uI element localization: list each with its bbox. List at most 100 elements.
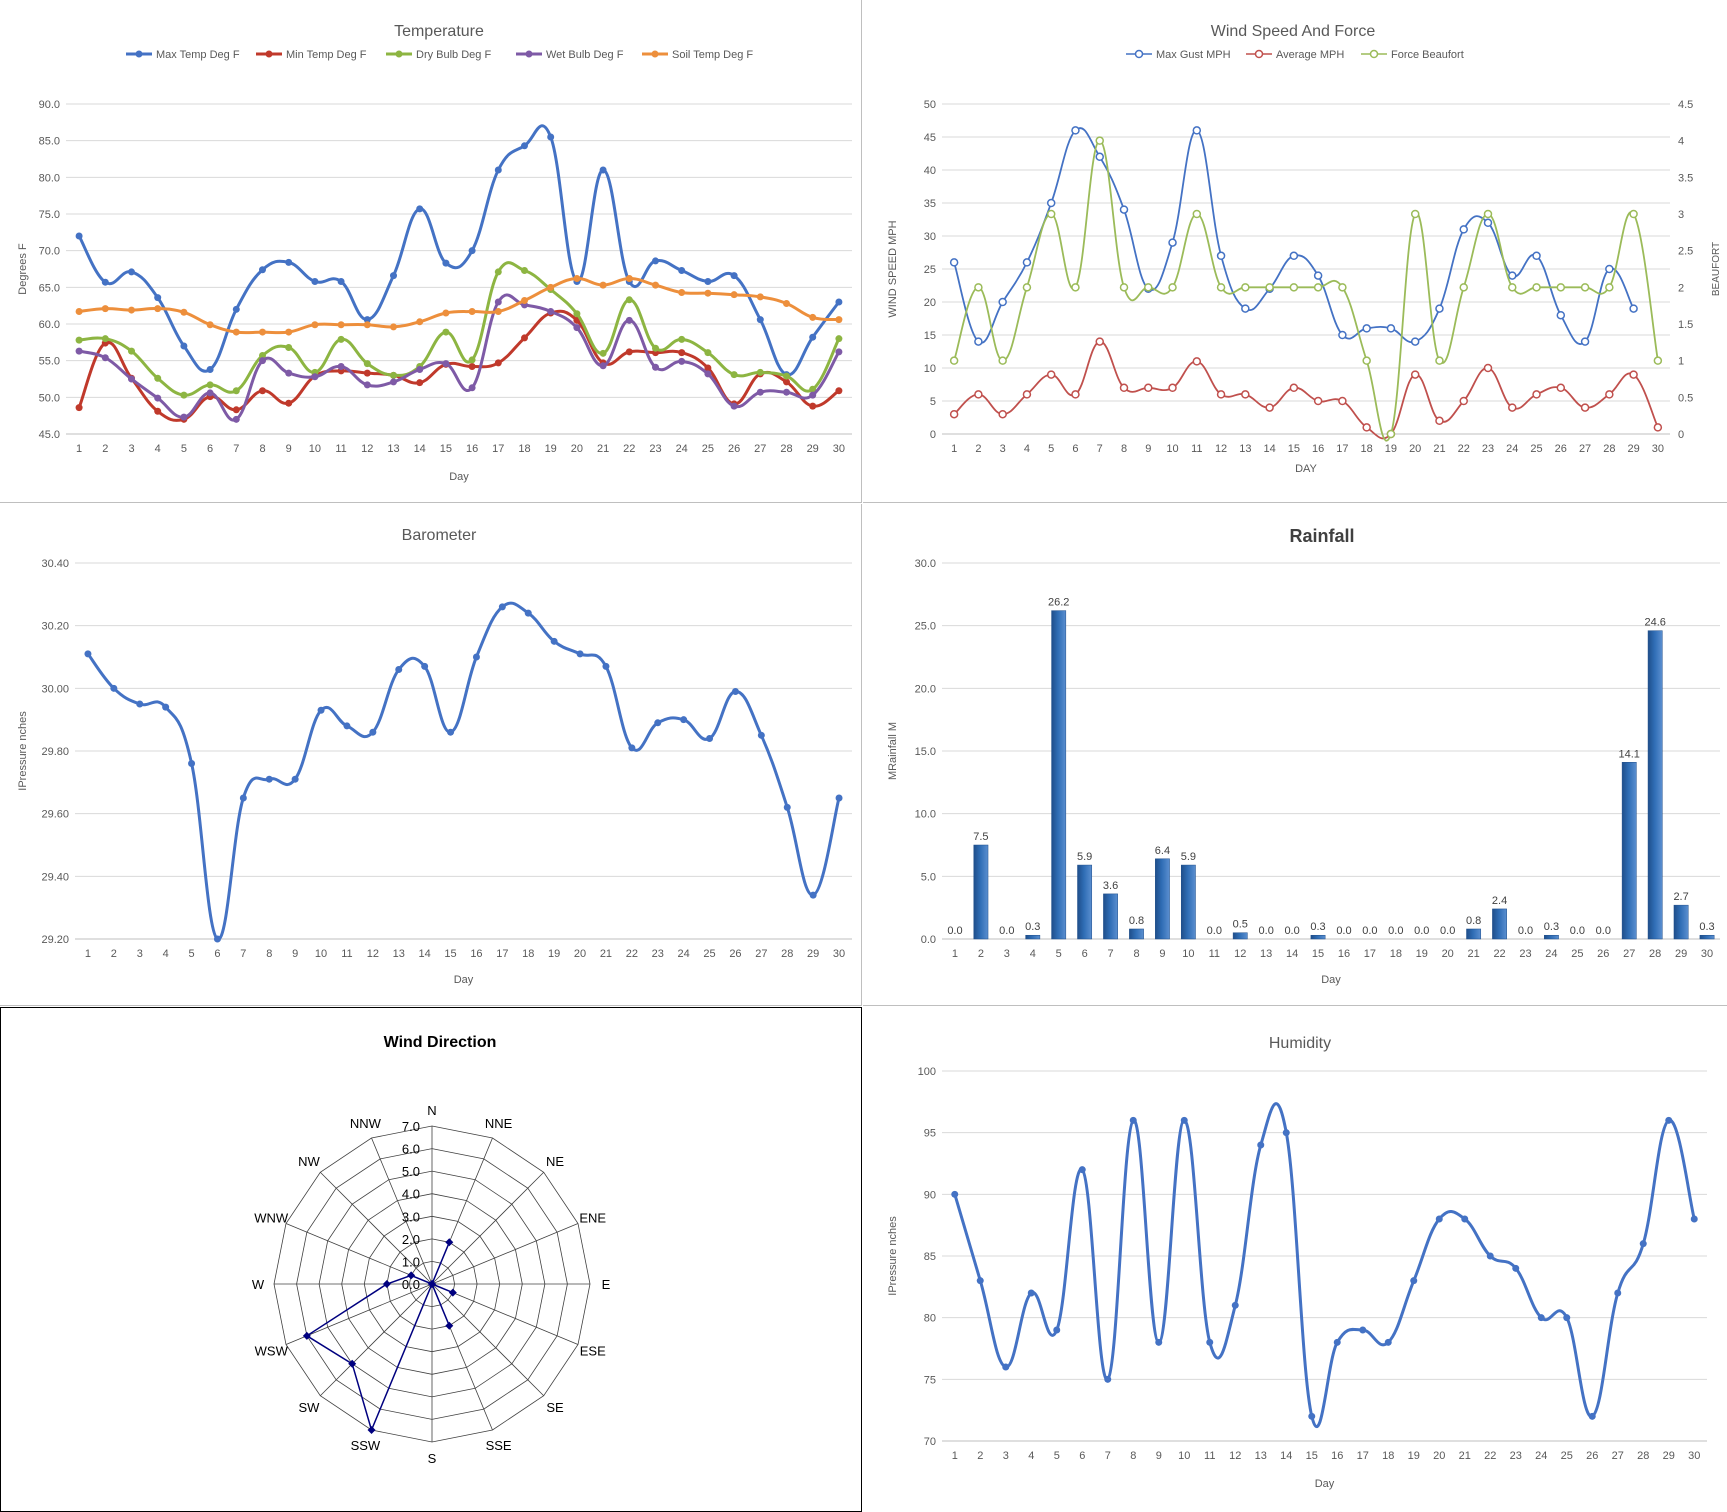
data-point — [494, 359, 502, 367]
y-tick-label: 45 — [924, 132, 936, 144]
data-point — [445, 1238, 454, 1247]
x-tick-label: 14 — [1263, 443, 1275, 455]
category-label: SW — [298, 1400, 320, 1415]
bar — [1155, 858, 1170, 940]
x-tick-label: 20 — [1433, 1450, 1445, 1462]
y-tick-label: 90 — [924, 1189, 936, 1201]
data-point — [1206, 1338, 1214, 1346]
x-tick-label: 12 — [1234, 948, 1246, 960]
x-tick-label: 9 — [286, 443, 292, 455]
data-point — [232, 415, 240, 423]
x-tick-label: 19 — [1385, 443, 1397, 455]
x-tick-label: 13 — [1239, 443, 1251, 455]
y-axis-label: Degrees F — [17, 243, 29, 295]
y2-tick-label: 2.5 — [1678, 246, 1693, 258]
temperature-chart: 45.0 50.0 55.0 60.0 65.0 70.0 75.0 80.0 85.0 90.0… — [17, 23, 852, 483]
data-point — [1605, 390, 1614, 399]
data-point — [1486, 1252, 1494, 1260]
x-tick-label: 15 — [1312, 948, 1324, 960]
data-point — [468, 384, 476, 392]
data-point — [974, 337, 983, 346]
data-point — [756, 368, 764, 376]
radial-tick-label: 1.0 — [402, 1254, 420, 1269]
radar-spoke — [431, 1171, 545, 1285]
series-line-0 — [86, 601, 841, 941]
x-tick-label: 2 — [111, 948, 117, 960]
barometer-chart-panel: 29.20 29.40 29.60 29.80 30.00 30.20 30.40 1 2 3 4 5… — [0, 504, 862, 1006]
data-point — [363, 369, 371, 377]
data-point — [1027, 1289, 1035, 1297]
data-point — [1556, 310, 1566, 320]
x-tick-label: 23 — [652, 948, 664, 960]
y-tick-label: 10 — [924, 363, 936, 375]
data-point — [1629, 304, 1638, 313]
data-point — [1532, 251, 1541, 261]
y-tick-label: 30.00 — [41, 683, 69, 695]
data-point — [730, 402, 738, 410]
data-point — [1257, 1141, 1265, 1149]
y-axis-label: IPressure nches — [887, 1216, 899, 1296]
data-point — [1435, 356, 1444, 365]
category-label: NNW — [350, 1116, 382, 1131]
data-point — [75, 336, 83, 344]
data-point — [783, 803, 791, 811]
y2-tick-label: 0.5 — [1678, 392, 1693, 404]
data-point — [731, 687, 739, 695]
data-point — [1119, 383, 1129, 393]
data-point — [976, 1277, 984, 1285]
data-point — [1216, 283, 1226, 292]
data-point — [1180, 1116, 1188, 1124]
x-tick-label: 29 — [1675, 948, 1687, 960]
x-tick-label: 11 — [1209, 948, 1220, 960]
radial-tick-label: 6.0 — [402, 1142, 420, 1157]
legend-marker — [265, 50, 273, 58]
x-tick-label: 20 — [1409, 443, 1421, 455]
data-point — [1241, 304, 1250, 313]
data-point — [367, 1425, 376, 1434]
data-label: 0.3 — [1025, 921, 1040, 933]
data-point — [442, 309, 450, 317]
radial-tick-label: 0.0 — [402, 1277, 420, 1292]
data-point — [1629, 209, 1638, 219]
data-point — [468, 363, 476, 371]
data-point — [1461, 1215, 1469, 1223]
x-tick-label: 2 — [975, 443, 981, 455]
data-point — [1580, 283, 1590, 292]
data-label: 0.3 — [1310, 921, 1325, 933]
y2-tick-label: 1 — [1678, 356, 1684, 368]
x-tick-label: 7 — [1097, 443, 1103, 455]
data-point — [547, 133, 555, 141]
radial-tick-label: 3.0 — [402, 1209, 420, 1224]
data-point — [1605, 264, 1614, 274]
data-point — [521, 142, 528, 150]
x-tick-label: 25 — [703, 948, 715, 960]
data-point — [494, 268, 502, 276]
bar — [1103, 893, 1118, 940]
data-point — [835, 794, 843, 802]
data-point — [1155, 1338, 1163, 1346]
x-tick-label: 26 — [1586, 1450, 1598, 1462]
data-point — [363, 316, 371, 324]
y-tick-label: 30 — [924, 231, 936, 243]
data-point — [101, 354, 109, 362]
y-tick-label: 70.0 — [39, 246, 60, 258]
y-axis-label: MRainfall M — [887, 722, 899, 780]
y2-tick-label: 4.5 — [1678, 99, 1693, 111]
data-point — [348, 1359, 357, 1368]
data-point — [317, 706, 325, 714]
data-point — [809, 391, 817, 399]
data-point — [809, 402, 817, 410]
data-point — [1605, 283, 1614, 292]
data-point — [239, 794, 247, 802]
data-point — [232, 305, 240, 313]
data-point — [809, 333, 817, 341]
x-tick-label: 3 — [128, 443, 134, 455]
data-point — [783, 299, 790, 307]
bar — [1466, 928, 1482, 940]
data-point — [1168, 238, 1177, 247]
series-line-2 — [953, 139, 1659, 442]
data-point — [206, 389, 214, 397]
data-point — [1508, 271, 1517, 280]
y-tick-label: 80 — [924, 1313, 936, 1325]
data-label: 3.6 — [1103, 880, 1118, 892]
